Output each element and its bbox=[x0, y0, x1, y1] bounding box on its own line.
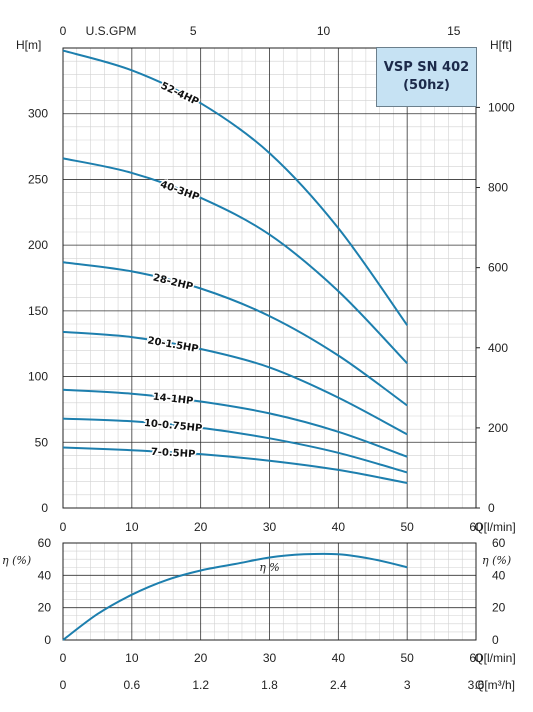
eff-y-tick-label: 60 bbox=[38, 536, 52, 550]
curve-label: 7-0.5HP bbox=[151, 447, 196, 461]
head-curve-52-4HP bbox=[62, 49, 409, 326]
top-axis-label: U.S.GPM bbox=[86, 24, 137, 38]
model-frequency: (50hz) bbox=[403, 78, 450, 93]
x-tick-label: 0 bbox=[60, 520, 67, 534]
right-tick-label: 400 bbox=[488, 341, 508, 355]
model-title-box: VSP SN 402 (50hz) bbox=[376, 47, 477, 107]
model-title: VSP SN 402 bbox=[383, 60, 470, 75]
eff-x-tick-label: 0 bbox=[60, 651, 67, 665]
x-tick-label: 50 bbox=[400, 520, 414, 534]
eff-y-axis-label-left: η (%) bbox=[2, 554, 31, 567]
head-curve-7-0.5HP bbox=[62, 446, 408, 484]
y-axis-label-left: H[m] bbox=[16, 38, 41, 52]
head-curve-40-3HP bbox=[62, 157, 408, 365]
x-tick-label: 20 bbox=[194, 520, 208, 534]
eff-y-tick-label: 0 bbox=[44, 633, 51, 647]
eff-y-tick-label-right: 40 bbox=[492, 568, 506, 582]
top-tick-label: 0 bbox=[60, 24, 67, 38]
eff-x-tick-label: 10 bbox=[125, 651, 139, 665]
y-axis-label-right: H[ft] bbox=[490, 38, 512, 52]
top-tick-label: 15 bbox=[447, 24, 461, 38]
x2-tick-label: 0 bbox=[60, 678, 67, 692]
efficiency-curve-label: η % bbox=[259, 561, 280, 574]
y-tick-label: 300 bbox=[28, 107, 48, 121]
eff-x-tick-label: 50 bbox=[400, 651, 414, 665]
right-tick-label: 0 bbox=[488, 501, 495, 515]
y-tick-label: 250 bbox=[28, 172, 48, 186]
head-curve-10-0.75HP bbox=[62, 417, 408, 474]
efficiency-plot-frame bbox=[62, 542, 477, 641]
eff-x-tick-label: 30 bbox=[263, 651, 277, 665]
right-tick-label: 800 bbox=[488, 181, 508, 195]
x-tick-label: 40 bbox=[332, 520, 346, 534]
eff-y-axis-label-right: η (%) bbox=[482, 554, 511, 567]
head-plot-frame bbox=[62, 47, 477, 509]
x2-tick-label: 1.8 bbox=[261, 678, 278, 692]
eff-y-tick-label-right: 0 bbox=[492, 633, 499, 647]
efficiency-curve bbox=[62, 552, 408, 641]
eff-x-tick-label: 60 bbox=[469, 651, 483, 665]
x2-tick-label: 1.2 bbox=[192, 678, 209, 692]
eff-x-axis-label: Q[l/min] bbox=[474, 651, 515, 665]
x2-tick-label: 2.4 bbox=[330, 678, 347, 692]
x2-axis-label: Q[m³/h] bbox=[475, 678, 515, 692]
head-curve-28-2HP bbox=[62, 261, 408, 407]
x-tick-label: 10 bbox=[125, 520, 139, 534]
eff-y-tick-label: 20 bbox=[38, 601, 52, 615]
x2-tick-label: 3.6 bbox=[468, 678, 485, 692]
y-tick-label: 0 bbox=[41, 501, 48, 515]
eff-x-tick-label: 40 bbox=[332, 651, 346, 665]
top-tick-label: 10 bbox=[317, 24, 331, 38]
eff-x-tick-label: 20 bbox=[194, 651, 208, 665]
top-tick-label: 5 bbox=[190, 24, 197, 38]
x-axis-label: Q[l/min] bbox=[474, 520, 515, 534]
x2-tick-label: 0.6 bbox=[123, 678, 140, 692]
eff-y-tick-label-right: 60 bbox=[492, 536, 506, 550]
y-tick-label: 150 bbox=[28, 304, 48, 318]
x-tick-label: 60 bbox=[469, 520, 483, 534]
right-tick-label: 600 bbox=[488, 261, 508, 275]
eff-y-tick-label-right: 20 bbox=[492, 601, 506, 615]
eff-y-tick-label: 40 bbox=[38, 568, 52, 582]
x2-tick-label: 3 bbox=[404, 678, 411, 692]
head-curve-20-1.5HP bbox=[62, 330, 408, 436]
right-tick-label: 1000 bbox=[488, 100, 515, 114]
right-tick-label: 200 bbox=[488, 421, 508, 435]
x-tick-label: 30 bbox=[263, 520, 277, 534]
head-curve-14-1HP bbox=[62, 388, 408, 458]
y-tick-label: 50 bbox=[35, 435, 49, 449]
y-tick-label: 100 bbox=[28, 370, 48, 384]
y-tick-label: 200 bbox=[28, 238, 48, 252]
